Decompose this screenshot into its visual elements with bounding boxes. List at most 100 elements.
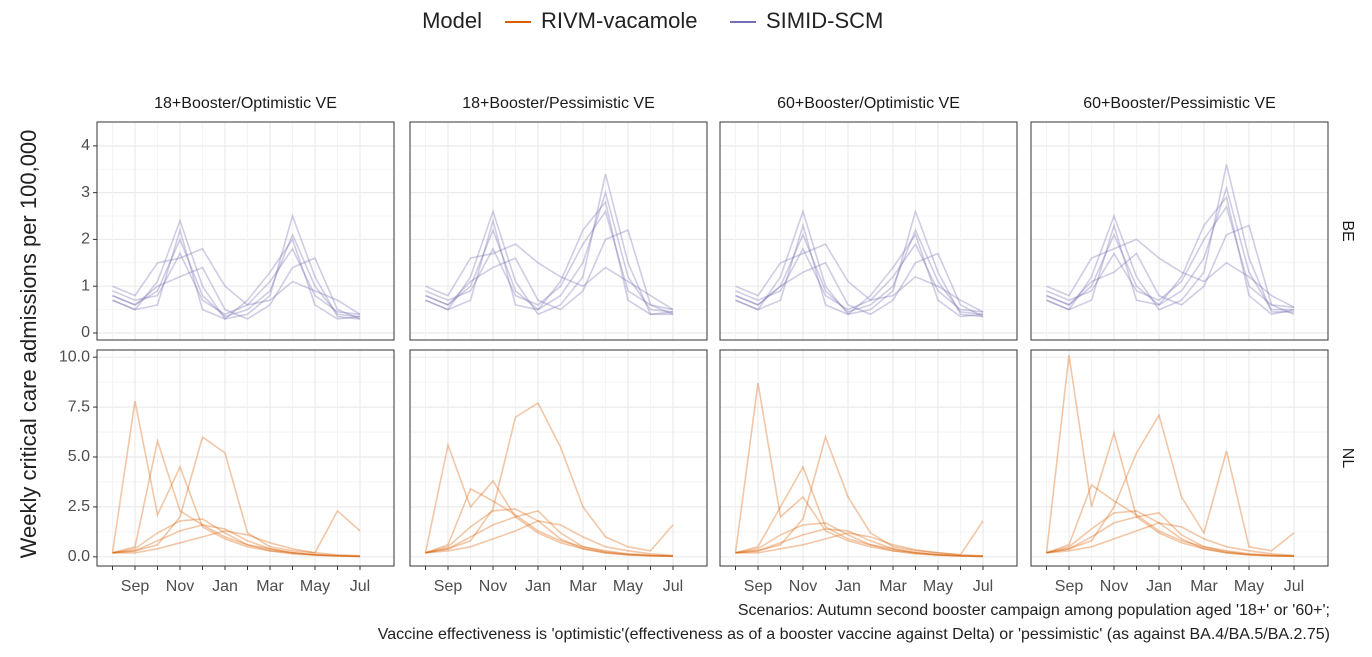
trajectory (425, 401, 674, 554)
trajectory (735, 528, 984, 558)
x-tick-label: Jan (1146, 578, 1172, 595)
trajectory (1046, 204, 1295, 309)
trajectory (112, 257, 361, 320)
x-tick-label: Jul (1284, 578, 1304, 595)
trajectory (1046, 164, 1294, 313)
trajectory (425, 173, 673, 316)
legend-label: SIMID-SCM (766, 8, 883, 33)
trajectory (1046, 512, 1295, 557)
trajectory (1046, 224, 1295, 316)
x-tick-label: Mar (256, 578, 284, 595)
panel-background (720, 122, 1017, 340)
trajectory (424, 442, 674, 557)
facet-label: 60+Booster/Pessimistic VE (1083, 95, 1276, 112)
panel-background (720, 350, 1017, 566)
y-tick-label: 7.5 (68, 398, 90, 415)
trajectory (112, 530, 361, 557)
panel (1030, 349, 1329, 567)
panel (96, 121, 395, 341)
y-tick-label: 2.5 (68, 498, 90, 515)
x-tick-label: Jan (835, 578, 861, 595)
trajectory (735, 532, 984, 557)
trajectory (112, 524, 361, 558)
panel-background (97, 122, 394, 340)
panel-border (96, 349, 395, 567)
panel (1030, 121, 1329, 341)
x-tick-label: Sep (1055, 578, 1084, 595)
trajectory (735, 252, 984, 318)
trajectory (425, 189, 674, 313)
trajectory (734, 382, 984, 558)
caption: Scenarios: Autumn second booster campaig… (738, 602, 1330, 619)
panel (409, 121, 708, 341)
x-tick-label: Nov (479, 578, 507, 595)
trajectory (112, 232, 361, 318)
x-tick-label: Jul (350, 578, 370, 595)
trajectory (1046, 185, 1294, 311)
x-tick-label: Mar (879, 578, 907, 595)
trajectory (735, 228, 984, 316)
x-tick-label: Jul (973, 578, 993, 595)
trajectory (425, 209, 674, 311)
trajectory (1046, 238, 1295, 309)
legend-label: RIVM-vacamole (541, 8, 697, 33)
x-tick-label: May (1234, 578, 1264, 595)
trajectory (112, 518, 361, 558)
panel-border (1030, 121, 1329, 341)
trajectory (425, 243, 674, 311)
trajectory (425, 520, 674, 557)
trajectory (112, 435, 361, 554)
panel-background (1031, 122, 1328, 340)
panel-background (1031, 350, 1328, 566)
trajectory (735, 522, 984, 558)
panel-border (719, 349, 1018, 567)
panel-background (410, 122, 707, 340)
facet-label: 18+Booster/Pessimistic VE (462, 95, 655, 112)
trajectory (1046, 413, 1295, 554)
x-tick-label: Jul (663, 578, 683, 595)
trajectory (112, 247, 361, 316)
trajectory (425, 508, 674, 557)
y-tick-label: 5.0 (68, 448, 90, 465)
panel-border (719, 121, 1018, 341)
panel-background (97, 350, 394, 566)
y-axis-label: Weekly critical care admissions per 100,… (16, 130, 41, 559)
panel (719, 121, 1018, 341)
x-tick-label: Nov (1100, 578, 1128, 595)
x-tick-label: Sep (434, 578, 463, 595)
trajectory (1046, 510, 1295, 557)
x-tick-label: Sep (121, 578, 150, 595)
x-tick-label: Nov (166, 578, 194, 595)
facet-label: 60+Booster/Optimistic VE (777, 95, 960, 112)
x-tick-label: Jan (212, 578, 238, 595)
x-tick-label: Sep (744, 578, 773, 595)
y-tick-label: 10.0 (59, 348, 90, 365)
trajectory (425, 200, 674, 316)
x-tick-label: May (923, 578, 953, 595)
panel (409, 349, 708, 567)
trajectory (112, 247, 361, 315)
facet-label: 18+Booster/Optimistic VE (154, 95, 337, 112)
x-tick-label: May (613, 578, 643, 595)
trajectory (425, 229, 674, 316)
trajectory (735, 465, 984, 557)
trajectory (735, 222, 984, 318)
x-tick-label: Mar (569, 578, 597, 595)
trajectory (112, 213, 361, 320)
trajectory (425, 487, 674, 557)
y-tick-label: 3 (81, 184, 90, 201)
x-tick-label: Nov (789, 578, 817, 595)
trajectory (1046, 195, 1295, 316)
trajectory (112, 437, 361, 557)
y-tick-label: 0 (81, 324, 90, 341)
trajectory (112, 227, 361, 320)
panel-border (409, 121, 708, 341)
trajectory (735, 242, 984, 313)
caption: Vaccine effectiveness is 'optimistic'(ef… (378, 626, 1330, 643)
panel (719, 349, 1018, 567)
y-tick-label: 2 (81, 231, 90, 248)
trajectory (425, 510, 674, 557)
trajectory (735, 243, 984, 313)
trajectory (111, 400, 361, 558)
